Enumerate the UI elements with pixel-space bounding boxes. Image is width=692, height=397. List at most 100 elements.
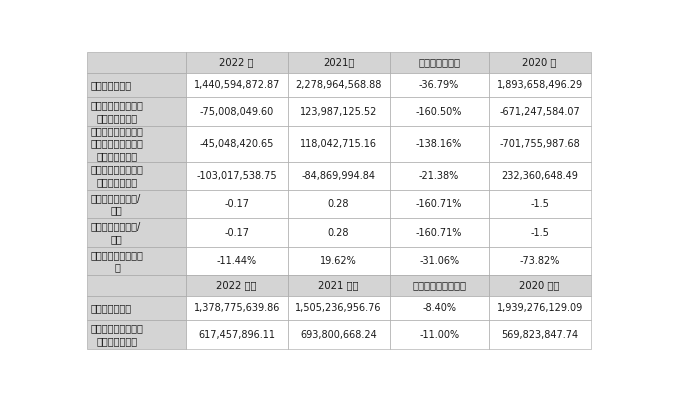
Text: 本年比上年增减: 本年比上年增减 — [418, 58, 460, 67]
Bar — [288, 73, 390, 97]
Bar — [489, 190, 591, 218]
Text: 2021年: 2021年 — [323, 58, 354, 67]
Bar — [86, 247, 185, 275]
Text: 基本每股收益（元/
股）: 基本每股收益（元/ 股） — [91, 193, 141, 215]
Bar — [288, 126, 390, 162]
Bar — [185, 247, 288, 275]
Text: -701,755,987.68: -701,755,987.68 — [500, 139, 580, 148]
Bar — [390, 126, 489, 162]
Bar — [86, 218, 185, 247]
Text: 617,457,896.11: 617,457,896.11 — [198, 330, 275, 339]
Text: 1,939,276,129.09: 1,939,276,129.09 — [497, 303, 583, 313]
Bar — [185, 162, 288, 190]
Bar — [489, 52, 591, 73]
Bar — [185, 190, 288, 218]
Bar — [86, 320, 185, 349]
Bar — [86, 52, 185, 73]
Bar — [288, 296, 390, 320]
Bar — [185, 52, 288, 73]
Bar — [489, 162, 591, 190]
Bar — [390, 97, 489, 126]
Text: 123,987,125.52: 123,987,125.52 — [300, 106, 377, 117]
Bar — [185, 126, 288, 162]
Bar — [86, 97, 185, 126]
Text: -11.00%: -11.00% — [419, 330, 459, 339]
Text: 0.28: 0.28 — [328, 199, 349, 209]
Bar — [86, 162, 185, 190]
Text: 232,360,648.49: 232,360,648.49 — [501, 171, 578, 181]
Bar — [185, 73, 288, 97]
Text: 归属于上市公司股东
的扣除非经常性损益
的净利润（元）: 归属于上市公司股东 的扣除非经常性损益 的净利润（元） — [91, 126, 144, 161]
Bar — [288, 52, 390, 73]
Bar — [185, 320, 288, 349]
Text: 1,440,594,872.87: 1,440,594,872.87 — [194, 80, 280, 90]
Text: -1.5: -1.5 — [530, 199, 549, 209]
Text: 归属于上市公司股东
的净资产（元）: 归属于上市公司股东 的净资产（元） — [91, 323, 144, 346]
Text: 2021 年末: 2021 年末 — [318, 281, 359, 291]
Text: 资产总额（元）: 资产总额（元） — [91, 303, 132, 313]
Text: 经营活动产生的现金
流量净额（元）: 经营活动产生的现金 流量净额（元） — [91, 164, 144, 187]
Bar — [390, 247, 489, 275]
Text: 1,893,658,496.29: 1,893,658,496.29 — [497, 80, 583, 90]
Text: -0.17: -0.17 — [224, 227, 249, 237]
Bar — [86, 73, 185, 97]
Text: 营业收入（元）: 营业收入（元） — [91, 80, 132, 90]
Bar — [288, 162, 390, 190]
Text: 2022 年: 2022 年 — [219, 58, 254, 67]
Text: 1,505,236,956.76: 1,505,236,956.76 — [295, 303, 382, 313]
Text: -36.79%: -36.79% — [419, 80, 459, 90]
Text: -0.17: -0.17 — [224, 199, 249, 209]
Text: -11.44%: -11.44% — [217, 256, 257, 266]
Text: -160.50%: -160.50% — [416, 106, 462, 117]
Text: -45,048,420.65: -45,048,420.65 — [199, 139, 274, 148]
Text: -84,869,994.84: -84,869,994.84 — [302, 171, 376, 181]
Bar — [185, 97, 288, 126]
Bar — [390, 52, 489, 73]
Bar — [86, 275, 185, 296]
Bar — [390, 218, 489, 247]
Bar — [489, 275, 591, 296]
Bar — [390, 320, 489, 349]
Text: -8.40%: -8.40% — [422, 303, 456, 313]
Bar — [185, 275, 288, 296]
Text: -138.16%: -138.16% — [416, 139, 462, 148]
Text: 2020 年末: 2020 年末 — [520, 281, 560, 291]
Text: 加权平均净资产收益
率: 加权平均净资产收益 率 — [91, 250, 144, 272]
Text: -75,008,049.60: -75,008,049.60 — [199, 106, 274, 117]
Bar — [185, 296, 288, 320]
Bar — [390, 162, 489, 190]
Text: -73.82%: -73.82% — [520, 256, 560, 266]
Text: 本年末比上年末增减: 本年末比上年末增减 — [412, 281, 466, 291]
Bar — [489, 97, 591, 126]
Text: -103,017,538.75: -103,017,538.75 — [197, 171, 277, 181]
Bar — [489, 126, 591, 162]
Bar — [288, 320, 390, 349]
Bar — [86, 190, 185, 218]
Bar — [390, 73, 489, 97]
Bar — [489, 247, 591, 275]
Text: -21.38%: -21.38% — [419, 171, 459, 181]
Text: 19.62%: 19.62% — [320, 256, 357, 266]
Text: 2,278,964,568.88: 2,278,964,568.88 — [295, 80, 382, 90]
Bar — [489, 73, 591, 97]
Bar — [489, 320, 591, 349]
Bar — [489, 218, 591, 247]
Bar — [288, 247, 390, 275]
Text: 569,823,847.74: 569,823,847.74 — [501, 330, 579, 339]
Bar — [390, 190, 489, 218]
Text: 693,800,668.24: 693,800,668.24 — [300, 330, 377, 339]
Text: -31.06%: -31.06% — [419, 256, 459, 266]
Text: -1.5: -1.5 — [530, 227, 549, 237]
Bar — [86, 126, 185, 162]
Text: -671,247,584.07: -671,247,584.07 — [500, 106, 580, 117]
Text: 118,042,715.16: 118,042,715.16 — [300, 139, 377, 148]
Text: 归属于上市公司股东
的净利润（元）: 归属于上市公司股东 的净利润（元） — [91, 100, 144, 123]
Bar — [390, 275, 489, 296]
Bar — [288, 275, 390, 296]
Bar — [390, 296, 489, 320]
Text: 2020 年: 2020 年 — [522, 58, 557, 67]
Text: 1,378,775,639.86: 1,378,775,639.86 — [194, 303, 280, 313]
Bar — [489, 296, 591, 320]
Text: 稀释每股收益（元/
股）: 稀释每股收益（元/ 股） — [91, 222, 141, 244]
Bar — [288, 97, 390, 126]
